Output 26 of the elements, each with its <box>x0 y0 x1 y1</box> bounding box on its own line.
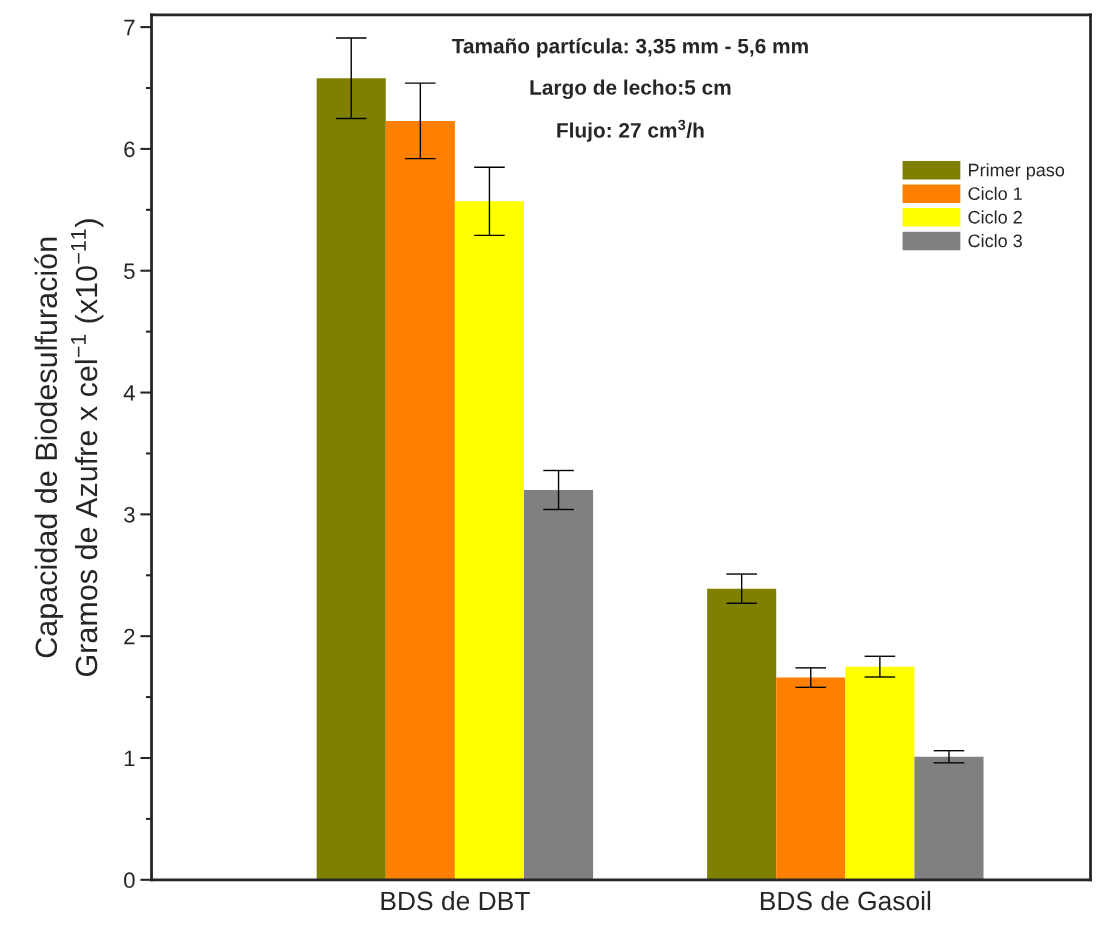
legend-label: Primer paso <box>969 163 1065 180</box>
bar <box>707 588 777 880</box>
y-tick-label: 5 <box>124 263 135 279</box>
y-tick-label: 2 <box>124 628 135 645</box>
bar <box>454 201 524 880</box>
x-tick-label: BDS de DBT <box>381 890 530 911</box>
legend-label: Ciclo 3 <box>968 233 1022 248</box>
bar <box>776 677 846 880</box>
y-tick-label: 3 <box>124 506 135 523</box>
bar <box>385 120 455 880</box>
annotation: Largo de lecho:5 cm <box>530 79 731 100</box>
bar <box>316 78 386 880</box>
bar <box>524 490 594 880</box>
annotation: Flujo: 27 cm$^{3}$/h <box>557 119 704 142</box>
y-tick-label: 0 <box>124 872 135 889</box>
y-tick-label: 6 <box>124 141 135 158</box>
y-tick-label: 7 <box>124 19 135 36</box>
y-tick-label: 4 <box>123 385 135 401</box>
x-tick-label: BDS de Gasoil <box>760 890 931 911</box>
legend-label: Ciclo 1 <box>968 186 1022 201</box>
y-axis-title: Capacidad de Biodesulfuración Gramos de Azufre x cel$^{−1}$ (x10$^{−11}$) <box>34 219 104 677</box>
legend-label: Ciclo 2 <box>968 210 1022 224</box>
bar <box>914 756 984 880</box>
bar <box>845 666 915 880</box>
annotation: Tamaño partícula: 3,35 mm - 5,6 mm <box>451 37 808 58</box>
y-tick-label: 1 <box>124 750 135 767</box>
